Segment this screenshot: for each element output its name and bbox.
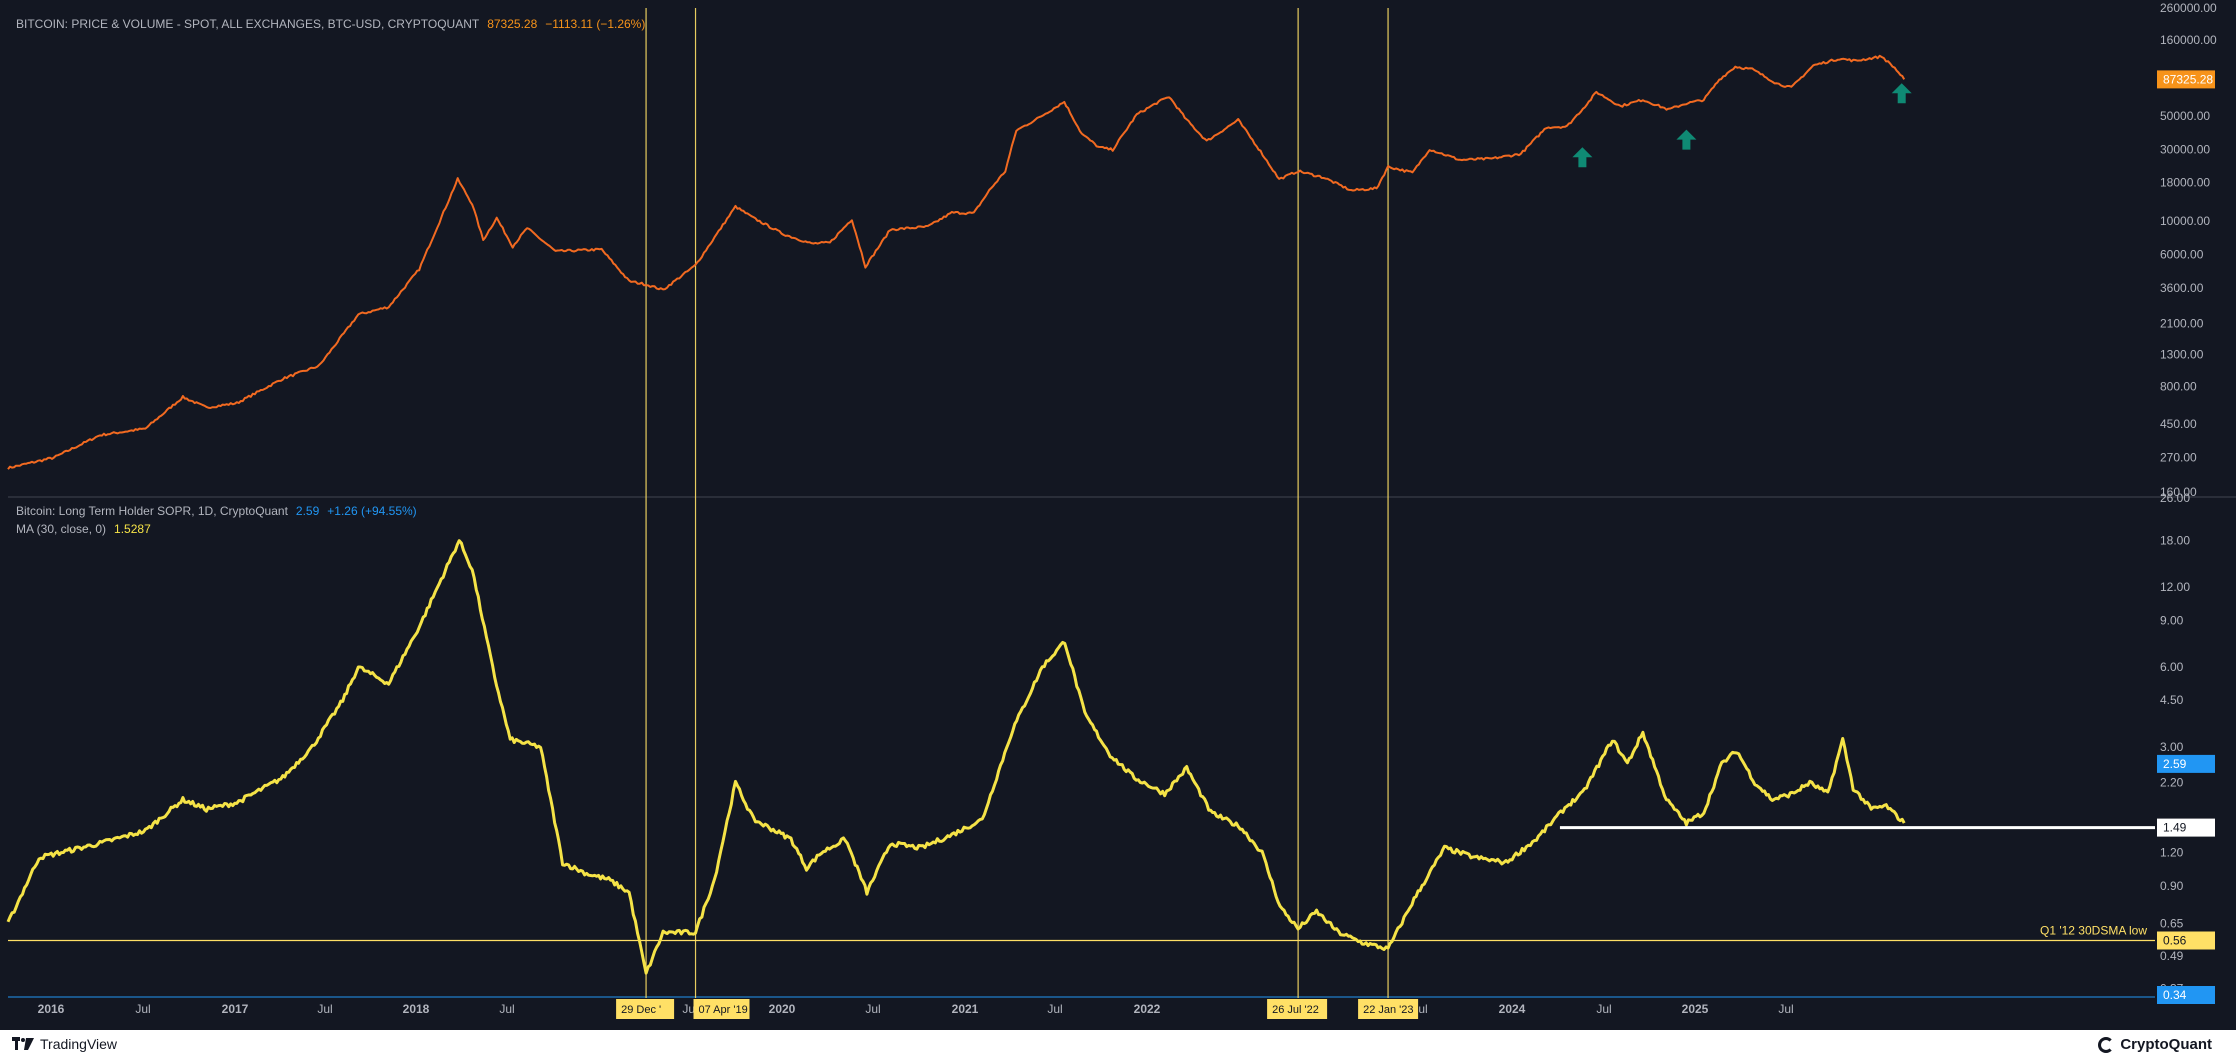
price-tick-label: 3600.00 bbox=[2160, 281, 2204, 295]
chart-background bbox=[0, 0, 2236, 1030]
up-arrow-icon bbox=[1572, 147, 1593, 168]
price-tick-label: 10000.00 bbox=[2160, 214, 2210, 228]
price-legend-title: BITCOIN: PRICE & VOLUME - SPOT, ALL EXCH… bbox=[16, 17, 480, 31]
tradingview-logo-icon bbox=[12, 1037, 34, 1051]
x-axis-label: Jul bbox=[135, 1002, 150, 1016]
ma-legend-label: MA (30, close, 0) bbox=[16, 522, 106, 536]
up-arrow-icon bbox=[1676, 129, 1697, 150]
svg-text:22 Jan '23: 22 Jan '23 bbox=[1363, 1004, 1413, 1016]
x-axis-label: 2025 bbox=[1682, 1002, 1709, 1016]
x-axis-label: Jul bbox=[1778, 1002, 1793, 1016]
sopr-tick-label: 0.49 bbox=[2160, 949, 2184, 963]
price-tick-label: 50000.00 bbox=[2160, 109, 2210, 123]
x-axis-label: Jul bbox=[1047, 1002, 1062, 1016]
svg-text:29 Dec ': 29 Dec ' bbox=[621, 1004, 661, 1016]
svg-text:26 Jul '22: 26 Jul '22 bbox=[1272, 1004, 1319, 1016]
sopr-tick-label: 6.00 bbox=[2160, 660, 2184, 674]
price-tick-label: 30000.00 bbox=[2160, 142, 2210, 156]
tradingview-brand[interactable]: TradingView bbox=[12, 1036, 117, 1052]
ma-legend-value: 1.5287 bbox=[114, 522, 151, 536]
price-tick-label: 160000.00 bbox=[2160, 33, 2217, 47]
svg-text:2.59: 2.59 bbox=[2163, 757, 2187, 771]
sopr-tick-label: 4.50 bbox=[2160, 693, 2184, 707]
price-tick-label: 18000.00 bbox=[2160, 176, 2210, 190]
sopr-tick-label: 0.65 bbox=[2160, 916, 2184, 930]
price-tick-label: 2100.00 bbox=[2160, 316, 2204, 330]
price-tick-label: 270.00 bbox=[2160, 451, 2197, 465]
sopr-series-line[interactable] bbox=[6, 539, 1906, 975]
svg-text:0.34: 0.34 bbox=[2163, 988, 2187, 1002]
price-tick-label: 450.00 bbox=[2160, 417, 2197, 431]
x-axis-label: Jul bbox=[499, 1002, 514, 1016]
price-legend[interactable]: BITCOIN: PRICE & VOLUME - SPOT, ALL EXCH… bbox=[16, 17, 645, 31]
sopr-legend[interactable]: Bitcoin: Long Term Holder SOPR, 1D, Cryp… bbox=[16, 504, 417, 518]
price-series-line[interactable] bbox=[7, 54, 1906, 470]
cryptoquant-label: CryptoQuant bbox=[2120, 1036, 2212, 1053]
price-tick-label: 800.00 bbox=[2160, 380, 2197, 394]
price-tick-label: 6000.00 bbox=[2160, 248, 2204, 262]
up-arrow-icon bbox=[1891, 83, 1912, 104]
sopr-tick-label: 9.00 bbox=[2160, 613, 2184, 627]
x-axis-label: 2021 bbox=[952, 1002, 979, 1016]
sopr-support-tag: 1.49 bbox=[2157, 818, 2215, 837]
sopr-tick-label: 18.00 bbox=[2160, 533, 2190, 547]
x-axis-label: 2020 bbox=[769, 1002, 796, 1016]
x-axis-label: 2016 bbox=[38, 1002, 65, 1016]
vline-date-tag: 26 Jul '22 bbox=[1267, 999, 1328, 1019]
sopr-tick-label: 1.20 bbox=[2160, 846, 2184, 860]
price-legend-change: −1113.11 (−1.26%) bbox=[545, 17, 645, 31]
price-tick-label: 260000.00 bbox=[2160, 1, 2217, 15]
x-axis-label: 2024 bbox=[1499, 1002, 1526, 1016]
cryptoquant-logo-icon bbox=[2098, 1036, 2115, 1053]
sopr-value-tag: 2.59 bbox=[2157, 754, 2215, 773]
price-tick-label: 160.00 bbox=[2160, 485, 2197, 499]
svg-text:0.56: 0.56 bbox=[2163, 934, 2187, 948]
reference-line-label: Q1 '12 30DSMA low bbox=[2040, 924, 2147, 938]
sopr-legend-change: +1.26 (+94.55%) bbox=[327, 504, 416, 518]
ma-legend[interactable]: MA (30, close, 0) 1.5287 bbox=[16, 522, 151, 536]
price-tick-label: 1300.00 bbox=[2160, 348, 2204, 362]
x-axis-label: Jul bbox=[317, 1002, 332, 1016]
sopr-legend-value: 2.59 bbox=[296, 504, 320, 518]
vline-date-tag: 29 Dec ' bbox=[616, 999, 675, 1019]
sopr-tick-label: 2.20 bbox=[2160, 776, 2184, 790]
sopr-tick-label: 0.90 bbox=[2160, 879, 2184, 893]
sopr-bottom-tag: 0.34 bbox=[2157, 986, 2215, 1004]
price-current-tag: 87325.28 bbox=[2157, 70, 2215, 89]
sopr-legend-title: Bitcoin: Long Term Holder SOPR, 1D, Cryp… bbox=[16, 504, 289, 518]
sopr-tick-label: 3.00 bbox=[2160, 740, 2184, 754]
sopr-reference-tag: 0.56 bbox=[2157, 931, 2215, 950]
sopr-tick-label: 26.00 bbox=[2160, 491, 2190, 505]
svg-text:07 Apr '19: 07 Apr '19 bbox=[699, 1004, 748, 1016]
vline-date-tag: 07 Apr '19 bbox=[693, 999, 750, 1019]
svg-text:1.49: 1.49 bbox=[2163, 821, 2187, 835]
x-axis-label: 2018 bbox=[403, 1002, 430, 1016]
x-axis-label: Jul bbox=[1596, 1002, 1611, 1016]
cryptoquant-brand[interactable]: CryptoQuant bbox=[2098, 1036, 2212, 1053]
sopr-tick-label: 12.00 bbox=[2160, 580, 2190, 594]
tradingview-label: TradingView bbox=[40, 1036, 118, 1052]
x-axis-label: 2017 bbox=[222, 1002, 249, 1016]
x-axis-label: 2022 bbox=[1134, 1002, 1161, 1016]
vline-date-tag: 22 Jan '23 bbox=[1358, 999, 1419, 1019]
x-axis-label: Jul bbox=[865, 1002, 880, 1016]
footer-bar bbox=[0, 1030, 2236, 1061]
svg-text:87325.28: 87325.28 bbox=[2163, 72, 2213, 86]
price-legend-value: 87325.28 bbox=[487, 17, 537, 31]
